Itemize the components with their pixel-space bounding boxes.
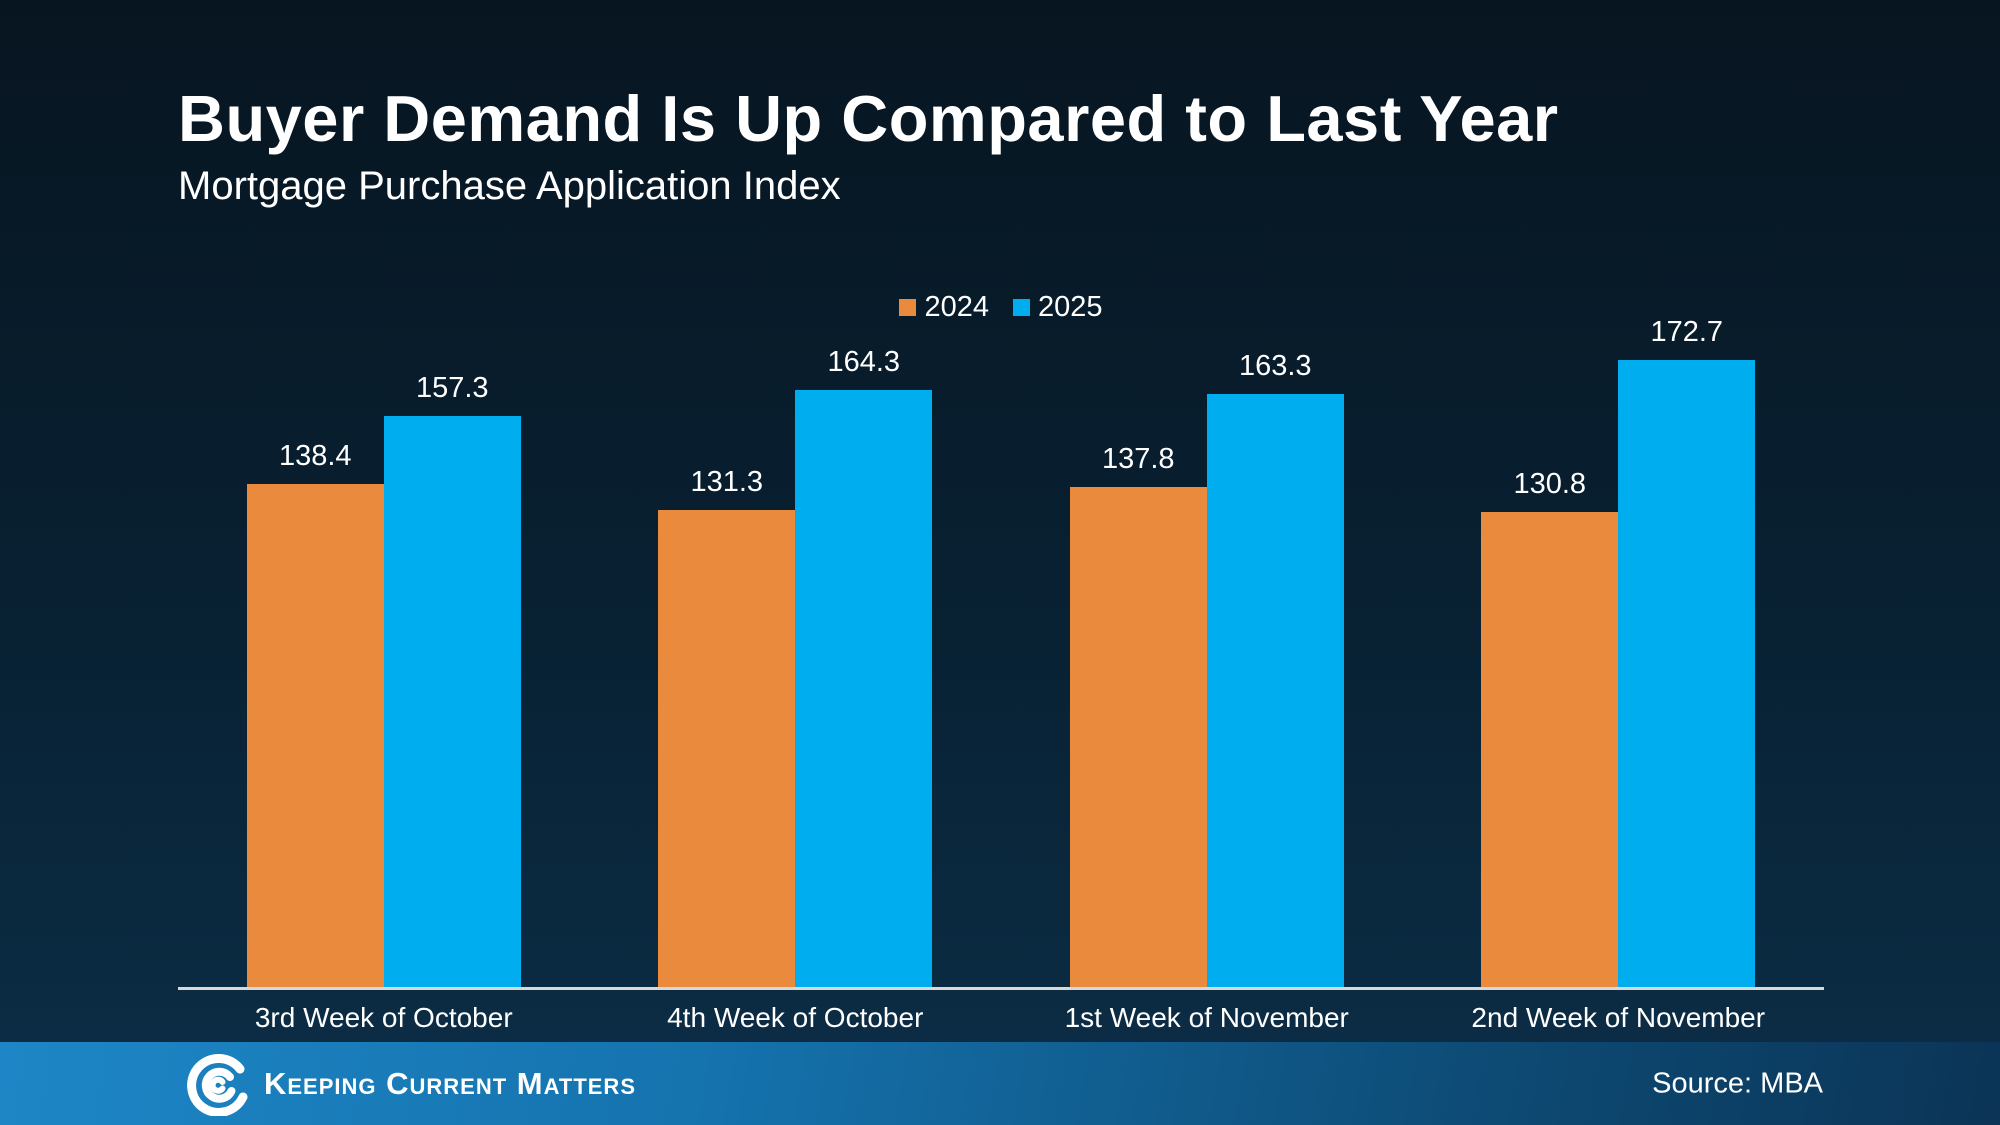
x-axis-label-4: 2nd Week of November [1471,1002,1766,1033]
bar-column-2025-1: 157.3 [383,297,521,987]
brand-name: Keeping Current Matters [264,1066,636,1101]
bar-2025-1 [383,416,521,987]
x-axis-labels: 3rd Week of October 4th Week of October 1s… [178,1001,1824,1035]
bar-value-label: 164.3 [827,346,901,379]
bar-column-2025-4: 172.7 [1618,297,1756,987]
bar-group-4: 130.8 172.7 [1413,297,1825,987]
bar-group-1: 138.4 157.3 [178,297,590,987]
brand: Keeping Current Matters [186,1052,636,1116]
bar-column-2024-1: 138.4 [246,297,384,987]
bar-column-2024-3: 137.8 [1069,297,1207,987]
bar-value-label: 163.3 [1238,350,1312,383]
bar-group-2: 131.3 164.3 [590,297,1002,987]
bar-2024-1 [246,484,384,987]
bar-2025-2 [795,390,933,987]
bar-column-2025-2: 164.3 [795,297,933,987]
page-subtitle: Mortgage Purchase Application Index [178,164,841,208]
bar-column-2024-2: 131.3 [658,297,796,987]
page-title: Buyer Demand Is Up Compared to Last Year [178,82,1559,155]
bar-value-label: 131.3 [690,466,764,499]
legend-label-2024: 2024 [924,291,989,323]
legend-swatch-2025 [1013,299,1030,316]
bar-value-label: 157.3 [415,372,489,405]
bar-chart: 138.4 157.3 131.3 164.3 137.8 163.3 130.8 172.7 [178,297,1824,987]
bar-value-label: 137.8 [1101,443,1175,476]
footer-bar: Keeping Current Matters Source: MBA [0,1042,2000,1125]
x-axis-label-2: 4th Week of October [667,1002,924,1033]
legend-item-2025: 2025 [1013,293,1103,322]
bar-2025-4 [1618,360,1756,987]
bar-2024-3 [1069,487,1207,987]
bar-2024-4 [1481,512,1619,987]
legend-label-2025: 2025 [1038,291,1103,323]
x-axis-label-3: 1st Week of November [1064,1002,1349,1033]
bar-2024-2 [658,510,796,987]
bar-group-3: 137.8 163.3 [1001,297,1413,987]
bar-2025-3 [1206,394,1344,987]
bar-column-2025-3: 163.3 [1206,297,1344,987]
x-axis-label-1: 3rd Week of October [254,1002,513,1033]
bar-value-label: 130.8 [1513,468,1587,501]
legend-swatch-2024 [899,299,917,316]
chart-legend: 2024 2025 [178,293,1824,322]
kcm-swirl-logo [187,1053,248,1116]
bar-value-label: 138.4 [278,440,352,473]
source-label: Source: MBA [1652,1067,1823,1099]
legend-item-2024: 2024 [899,293,989,322]
bar-column-2024-4: 130.8 [1481,297,1619,987]
x-axis-line [178,987,1824,990]
bar-value-label: 172.7 [1650,316,1724,349]
